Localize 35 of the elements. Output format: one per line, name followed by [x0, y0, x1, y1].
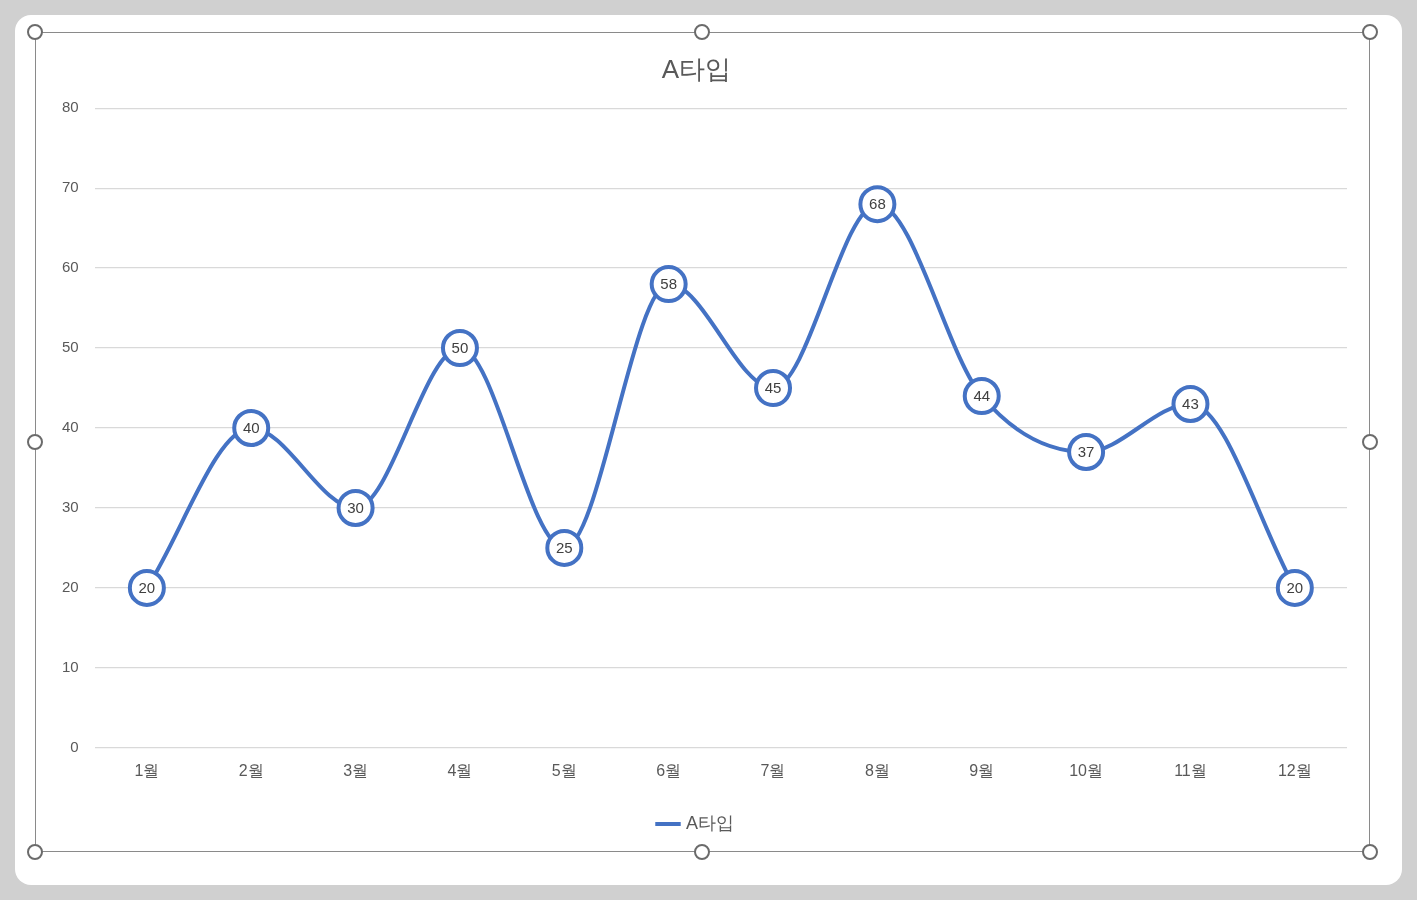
y-tick-label: 40 — [62, 418, 79, 436]
data-label: 45 — [764, 379, 782, 397]
data-label: 20 — [1286, 579, 1304, 597]
data-label: 50 — [451, 339, 469, 357]
y-tick-label: 60 — [62, 258, 79, 276]
data-label: 20 — [138, 579, 156, 597]
y-tick-label: 70 — [62, 178, 79, 196]
data-label: 43 — [1182, 395, 1199, 413]
data-label: 37 — [1077, 443, 1095, 461]
data-label: 30 — [347, 499, 364, 517]
y-tick-label: 0 — [70, 737, 79, 755]
legend-label: A타입 — [686, 812, 735, 833]
x-tick-label: 5월 — [551, 761, 577, 779]
data-label: 44 — [973, 387, 991, 405]
x-tick-label: 11월 — [1174, 761, 1207, 779]
y-tick-label: 10 — [62, 657, 79, 675]
data-label: 68 — [869, 195, 886, 213]
data-label: 40 — [242, 419, 260, 437]
x-tick-label: 10월 — [1069, 761, 1103, 779]
x-tick-label: 3월 — [343, 761, 369, 779]
x-tick-label: 1월 — [134, 761, 160, 779]
y-tick-label: 30 — [62, 498, 79, 516]
y-tick-label: 50 — [62, 338, 79, 356]
data-label: 58 — [660, 275, 678, 293]
x-tick-label: 9월 — [969, 761, 995, 779]
x-tick-label: 12월 — [1277, 761, 1312, 779]
x-tick-label: 4월 — [447, 761, 473, 779]
x-tick-label: 7월 — [760, 761, 786, 779]
chart-title: A타입 — [661, 53, 732, 84]
x-tick-label: 8월 — [864, 761, 890, 779]
y-tick-label: 20 — [62, 578, 79, 596]
x-tick-label: 2월 — [238, 761, 264, 779]
data-label: 25 — [555, 539, 573, 557]
x-tick-label: 6월 — [656, 761, 682, 779]
y-tick-label: 80 — [62, 98, 79, 116]
